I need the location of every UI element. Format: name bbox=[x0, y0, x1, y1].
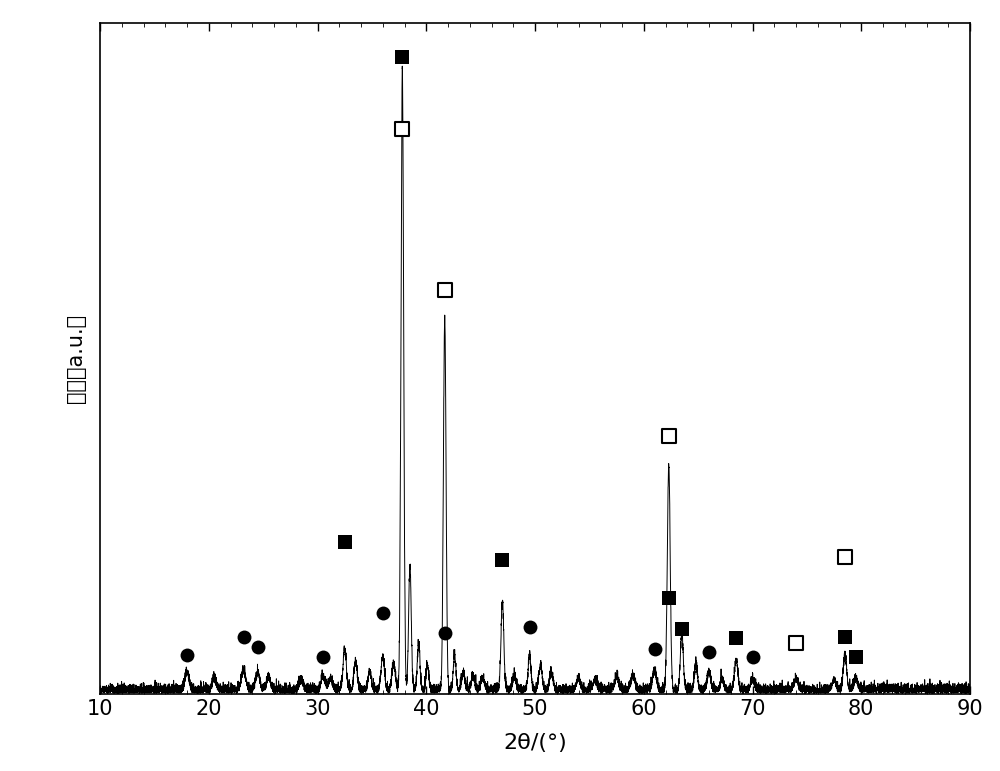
Point bbox=[394, 123, 410, 135]
Point bbox=[661, 591, 677, 604]
X-axis label: 2θ/(°): 2θ/(°) bbox=[503, 732, 567, 752]
Point bbox=[522, 621, 538, 633]
Point bbox=[337, 536, 353, 548]
Point bbox=[236, 631, 252, 643]
Point bbox=[744, 651, 761, 663]
Point bbox=[788, 637, 804, 649]
Point bbox=[728, 632, 744, 645]
Point bbox=[701, 645, 717, 658]
Point bbox=[494, 554, 510, 567]
Point bbox=[437, 284, 453, 296]
Point bbox=[437, 627, 453, 639]
Point bbox=[250, 641, 266, 654]
Point bbox=[647, 643, 663, 655]
Point bbox=[848, 651, 864, 663]
Point bbox=[179, 648, 195, 661]
Y-axis label: 强度（a.u.）: 强度（a.u.） bbox=[66, 314, 86, 403]
Point bbox=[837, 631, 853, 643]
Point bbox=[375, 607, 391, 619]
Point bbox=[394, 51, 410, 63]
Point bbox=[837, 551, 853, 564]
Point bbox=[315, 651, 331, 663]
Point bbox=[674, 622, 690, 635]
Point bbox=[661, 430, 677, 443]
